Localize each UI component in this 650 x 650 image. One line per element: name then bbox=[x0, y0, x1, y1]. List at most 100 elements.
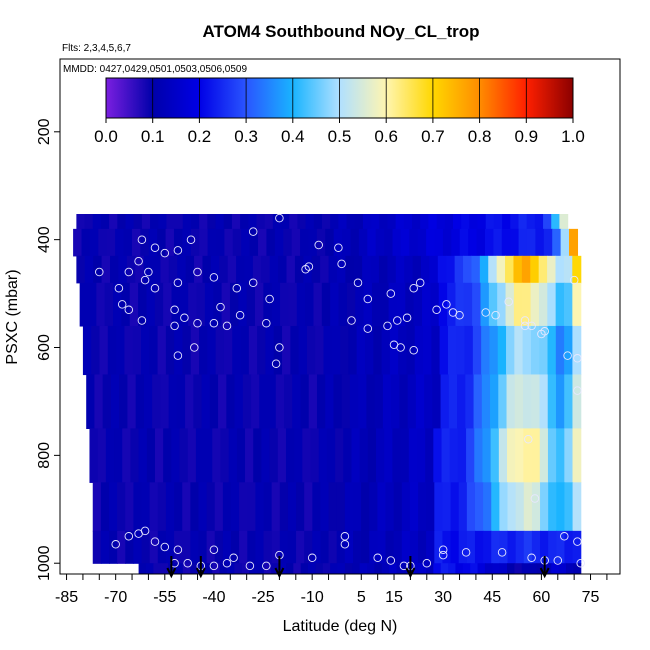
heatmap-cell bbox=[354, 203, 364, 230]
heatmap-cell bbox=[296, 482, 305, 532]
heatmap-cell bbox=[194, 255, 204, 284]
heatmap-cell bbox=[490, 428, 500, 483]
heatmap-cell bbox=[240, 325, 250, 376]
heatmap-cell bbox=[345, 255, 355, 284]
heatmap-cell bbox=[185, 374, 194, 429]
heatmap-cell bbox=[292, 374, 302, 429]
heatmap-cell bbox=[182, 482, 191, 532]
heatmap-cell bbox=[377, 482, 387, 532]
heatmap-cell bbox=[572, 255, 582, 284]
heatmap-cell bbox=[190, 482, 200, 532]
heatmap-cell bbox=[338, 203, 348, 230]
heatmap-cell bbox=[362, 255, 372, 284]
heatmap-cell bbox=[131, 228, 141, 257]
heatmap-cell bbox=[100, 482, 110, 532]
sample-point bbox=[314, 240, 323, 250]
heatmap-cell bbox=[287, 530, 297, 564]
sample-point bbox=[399, 561, 409, 571]
heatmap-cell bbox=[518, 203, 528, 230]
colorbar-tick-label: 0.6 bbox=[374, 127, 398, 146]
heatmap-cell bbox=[564, 282, 573, 327]
heatmap-cell bbox=[312, 482, 322, 532]
heatmap-cell bbox=[320, 255, 330, 284]
sample-point bbox=[527, 553, 536, 563]
heatmap-cell bbox=[412, 203, 421, 230]
heatmap-cell bbox=[564, 530, 574, 564]
sample-point bbox=[137, 235, 147, 244]
heatmap-cell bbox=[530, 325, 540, 376]
heatmap-cell bbox=[369, 482, 378, 532]
heatmap-cell bbox=[463, 255, 473, 284]
heatmap-cell bbox=[513, 255, 523, 284]
heatmap-cell bbox=[207, 228, 217, 257]
sample-point bbox=[140, 526, 150, 536]
heatmap-cell bbox=[548, 530, 557, 564]
heatmap-cell bbox=[526, 228, 536, 257]
heatmap-cell bbox=[572, 282, 582, 327]
heatmap-cell bbox=[551, 203, 561, 230]
heatmap-cell bbox=[326, 428, 336, 483]
heatmap-cell bbox=[389, 325, 399, 376]
heatmap-cell bbox=[277, 428, 287, 483]
heatmap-cell bbox=[358, 374, 368, 429]
heatmap-cell bbox=[510, 228, 520, 257]
heatmap-cell bbox=[367, 428, 377, 483]
sample-point bbox=[134, 256, 143, 266]
heatmap-cell bbox=[278, 255, 288, 284]
heatmap-cell bbox=[179, 428, 189, 483]
heatmap-cell bbox=[484, 563, 493, 574]
heatmap-cell bbox=[515, 482, 525, 532]
sample-point bbox=[393, 316, 402, 325]
plot-frame bbox=[59, 58, 621, 575]
sample-point bbox=[520, 321, 530, 331]
heatmap-cell bbox=[489, 325, 499, 376]
heatmap-cell bbox=[291, 228, 301, 257]
heatmap-cell bbox=[117, 482, 126, 532]
sample-point bbox=[553, 556, 563, 565]
heatmap-cell bbox=[551, 563, 560, 574]
heatmap-cell bbox=[547, 374, 557, 429]
heatmap-cell bbox=[401, 530, 411, 564]
heatmap-cell bbox=[470, 563, 479, 574]
heatmap-cell bbox=[160, 563, 169, 574]
heatmap-cell bbox=[479, 255, 489, 284]
heatmap-cell bbox=[458, 482, 468, 532]
heatmap-cell bbox=[447, 325, 457, 376]
x-tick-label: 5 bbox=[357, 589, 366, 606]
heatmap-cell bbox=[556, 530, 566, 564]
x-tick-label: -40 bbox=[202, 589, 225, 606]
heatmap-cell bbox=[540, 482, 549, 532]
heatmap-cell bbox=[346, 282, 356, 327]
heatmap-cell bbox=[476, 228, 486, 257]
sample-point bbox=[334, 243, 343, 252]
heatmap-cell bbox=[377, 530, 387, 564]
heatmap-cell bbox=[371, 282, 381, 327]
heatmap-cell bbox=[399, 374, 409, 429]
heatmap-cell bbox=[507, 428, 516, 483]
heatmap-cell bbox=[513, 282, 523, 327]
heatmap-cell bbox=[190, 325, 200, 376]
heatmap-cell bbox=[313, 203, 323, 230]
heatmap-cell bbox=[491, 530, 500, 564]
x-tick-label: 30 bbox=[434, 589, 452, 606]
heatmap-cell bbox=[374, 563, 383, 574]
heatmap-cell bbox=[498, 428, 508, 483]
heatmap-cell bbox=[323, 325, 333, 376]
heatmap-cell bbox=[376, 428, 385, 483]
heatmap-cell bbox=[387, 203, 397, 230]
heatmap-cell bbox=[116, 325, 126, 376]
x-tick-label: -10 bbox=[301, 589, 324, 606]
heatmap-cell bbox=[158, 203, 168, 230]
heatmap-cell bbox=[352, 563, 361, 574]
y-tick-label: 800 bbox=[36, 442, 53, 469]
heatmap-cell bbox=[109, 482, 118, 532]
heatmap-cell bbox=[409, 228, 419, 257]
heatmap-cell bbox=[255, 530, 265, 564]
heatmap-cell bbox=[401, 482, 411, 532]
heatmap-cell bbox=[84, 255, 94, 284]
heatmap-cell bbox=[506, 374, 516, 429]
heatmap-cell bbox=[499, 563, 508, 574]
colorbar-tick-label: 0.3 bbox=[234, 127, 258, 146]
heatmap-cell bbox=[391, 374, 400, 429]
heatmap-cell bbox=[271, 282, 281, 327]
